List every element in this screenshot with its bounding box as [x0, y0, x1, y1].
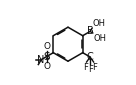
Text: F: F [88, 65, 92, 74]
Text: B: B [87, 26, 93, 36]
Text: O: O [43, 62, 50, 71]
Text: O: O [43, 42, 50, 51]
Text: N: N [37, 55, 45, 65]
Text: C: C [87, 52, 93, 62]
Text: OH: OH [92, 19, 105, 28]
Text: OH: OH [94, 33, 107, 42]
Text: F: F [83, 63, 88, 72]
Text: S: S [43, 52, 50, 62]
Text: F: F [92, 63, 97, 72]
